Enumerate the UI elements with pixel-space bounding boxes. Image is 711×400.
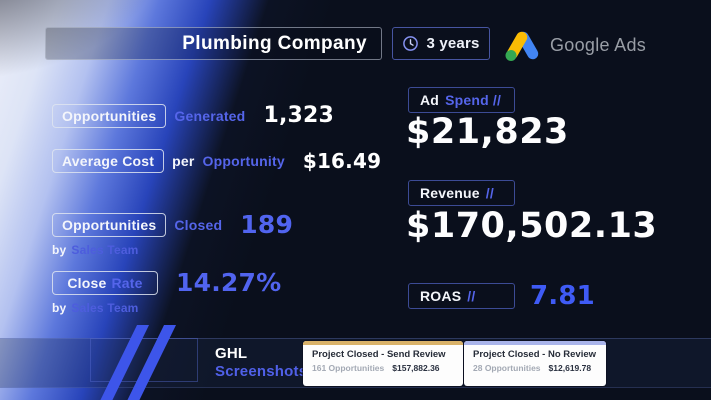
stat-label-box: Close Rate <box>52 270 158 295</box>
stat-value: 189 <box>240 210 294 239</box>
stat-label-after-accent: Generated <box>174 107 246 124</box>
stat-avg-cost-per-opportunity: Average Cost per Opportunity $16.49 <box>52 149 381 173</box>
ad-spend-value: $21,823 <box>406 112 569 152</box>
stat-label-box: Average Cost <box>52 149 165 173</box>
google-ads-label: Google Ads <box>550 34 647 55</box>
clock-icon <box>402 35 419 52</box>
ghl-card-send-review: Project Closed - Send Review 161 Opportu… <box>303 341 463 386</box>
stat-label-after-accent: Opportunity <box>202 153 285 169</box>
card-title: Project Closed - No Review <box>473 349 597 360</box>
stat-close-rate: Close Rate 14.27% <box>52 268 281 297</box>
google-ads-brand: Google Ads <box>504 28 646 62</box>
card-opportunities: 161 Opportunities <box>312 363 385 373</box>
company-title-box: Plumbing Company <box>45 27 382 60</box>
roas-label-box: ROAS // <box>408 283 515 309</box>
card-color-strip <box>464 341 606 345</box>
stat-value: $16.49 <box>302 149 382 173</box>
google-ads-logo-icon <box>504 29 542 62</box>
ad-spend-label-box: Ad Spend // <box>408 87 515 113</box>
roas-label-white: ROAS <box>420 288 462 304</box>
card-title: Project Closed - Send Review <box>312 349 446 360</box>
duration-badge: 3 years <box>392 27 490 60</box>
stat-value: 14.27% <box>176 268 282 297</box>
revenue-label-white: Revenue <box>420 185 480 201</box>
stat-label-white: Close <box>67 274 107 291</box>
stat-value: 1,323 <box>263 103 335 128</box>
revenue-label-box: Revenue // <box>408 180 515 206</box>
revenue-label-accent: // <box>485 185 494 201</box>
stat-label-accent: Rate <box>111 274 143 291</box>
page-title: Plumbing Company <box>182 32 367 54</box>
stat-label-after-white: per <box>172 153 195 169</box>
stat-label-after-accent: Closed <box>174 216 223 233</box>
stat-label-box: Opportunities <box>52 103 167 128</box>
stat-label-white: Opportunities <box>62 107 157 124</box>
duration-label: 3 years <box>426 35 480 52</box>
roas-value: 7.81 <box>530 281 595 311</box>
stat-subtext-sales-team: by Sales Team <box>52 301 139 315</box>
roas-label-accent: // <box>467 288 476 304</box>
ad-spend-label-accent: Spend // <box>445 92 502 108</box>
stat-label-white: Average Cost <box>62 153 155 169</box>
stat-opportunities-closed: Opportunities Closed 189 <box>52 210 293 239</box>
stat-label-box: Opportunities <box>52 212 167 237</box>
stat-subtext-sales-team: by Sales Team <box>52 243 139 257</box>
stat-label-white: Opportunities <box>62 216 157 233</box>
ghl-card-no-review: Project Closed - No Review 28 Opportunit… <box>464 341 606 386</box>
card-amount: $12,619.78 <box>548 363 592 373</box>
card-color-strip <box>303 341 463 345</box>
ghl-screenshots-label: GHL Screenshots <box>215 345 308 380</box>
card-amount: $157,882.36 <box>392 363 440 373</box>
revenue-value: $170,502.13 <box>406 206 658 246</box>
stat-opportunities-generated: Opportunities Generated 1,323 <box>52 103 334 128</box>
card-opportunities: 28 Opportunities <box>473 363 541 373</box>
ad-spend-label-white: Ad <box>420 92 440 108</box>
